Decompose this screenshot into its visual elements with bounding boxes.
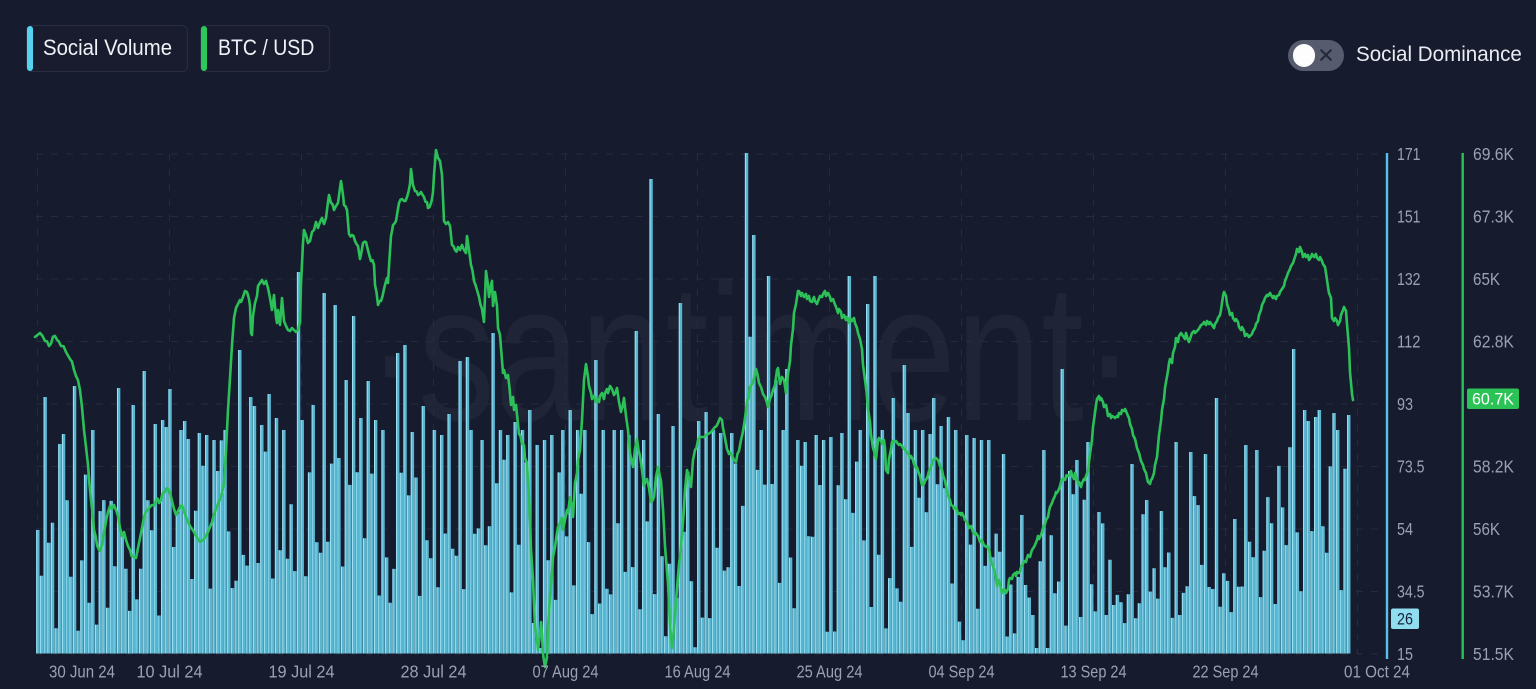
svg-text:04 Sep 24: 04 Sep 24: [929, 662, 995, 682]
svg-text:26: 26: [1397, 610, 1413, 629]
svg-text:112: 112: [1397, 332, 1421, 352]
svg-text:56K: 56K: [1473, 519, 1500, 539]
svg-text:171: 171: [1397, 144, 1421, 164]
svg-text:15: 15: [1397, 644, 1413, 664]
svg-text:93: 93: [1397, 394, 1413, 414]
svg-text:69.6K: 69.6K: [1473, 144, 1514, 164]
svg-text:51.5K: 51.5K: [1473, 644, 1514, 664]
svg-text:151: 151: [1397, 207, 1421, 227]
svg-text:67.3K: 67.3K: [1473, 207, 1514, 227]
svg-text:53.7K: 53.7K: [1473, 582, 1514, 602]
svg-text:65K: 65K: [1473, 269, 1500, 289]
svg-text:16 Aug 24: 16 Aug 24: [665, 662, 731, 682]
svg-text:62.8K: 62.8K: [1473, 332, 1514, 352]
svg-text:10 Jul 24: 10 Jul 24: [137, 662, 203, 682]
svg-text:132: 132: [1397, 269, 1421, 289]
svg-text:13 Sep 24: 13 Sep 24: [1061, 662, 1127, 682]
svg-text:54: 54: [1397, 519, 1413, 539]
svg-text:30 Jun 24: 30 Jun 24: [49, 662, 115, 682]
svg-text:19 Jul 24: 19 Jul 24: [269, 662, 335, 682]
svg-text:22 Sep 24: 22 Sep 24: [1193, 662, 1259, 682]
svg-text:28 Jul 24: 28 Jul 24: [401, 662, 467, 682]
svg-text:25 Aug 24: 25 Aug 24: [797, 662, 863, 682]
svg-text:73.5: 73.5: [1397, 457, 1425, 477]
svg-text:07 Aug 24: 07 Aug 24: [533, 662, 599, 682]
svg-text:58.2K: 58.2K: [1473, 457, 1514, 477]
svg-text:34.5: 34.5: [1397, 582, 1425, 602]
svg-text:60.7K: 60.7K: [1472, 390, 1515, 409]
svg-text:01 Oct 24: 01 Oct 24: [1344, 662, 1410, 682]
